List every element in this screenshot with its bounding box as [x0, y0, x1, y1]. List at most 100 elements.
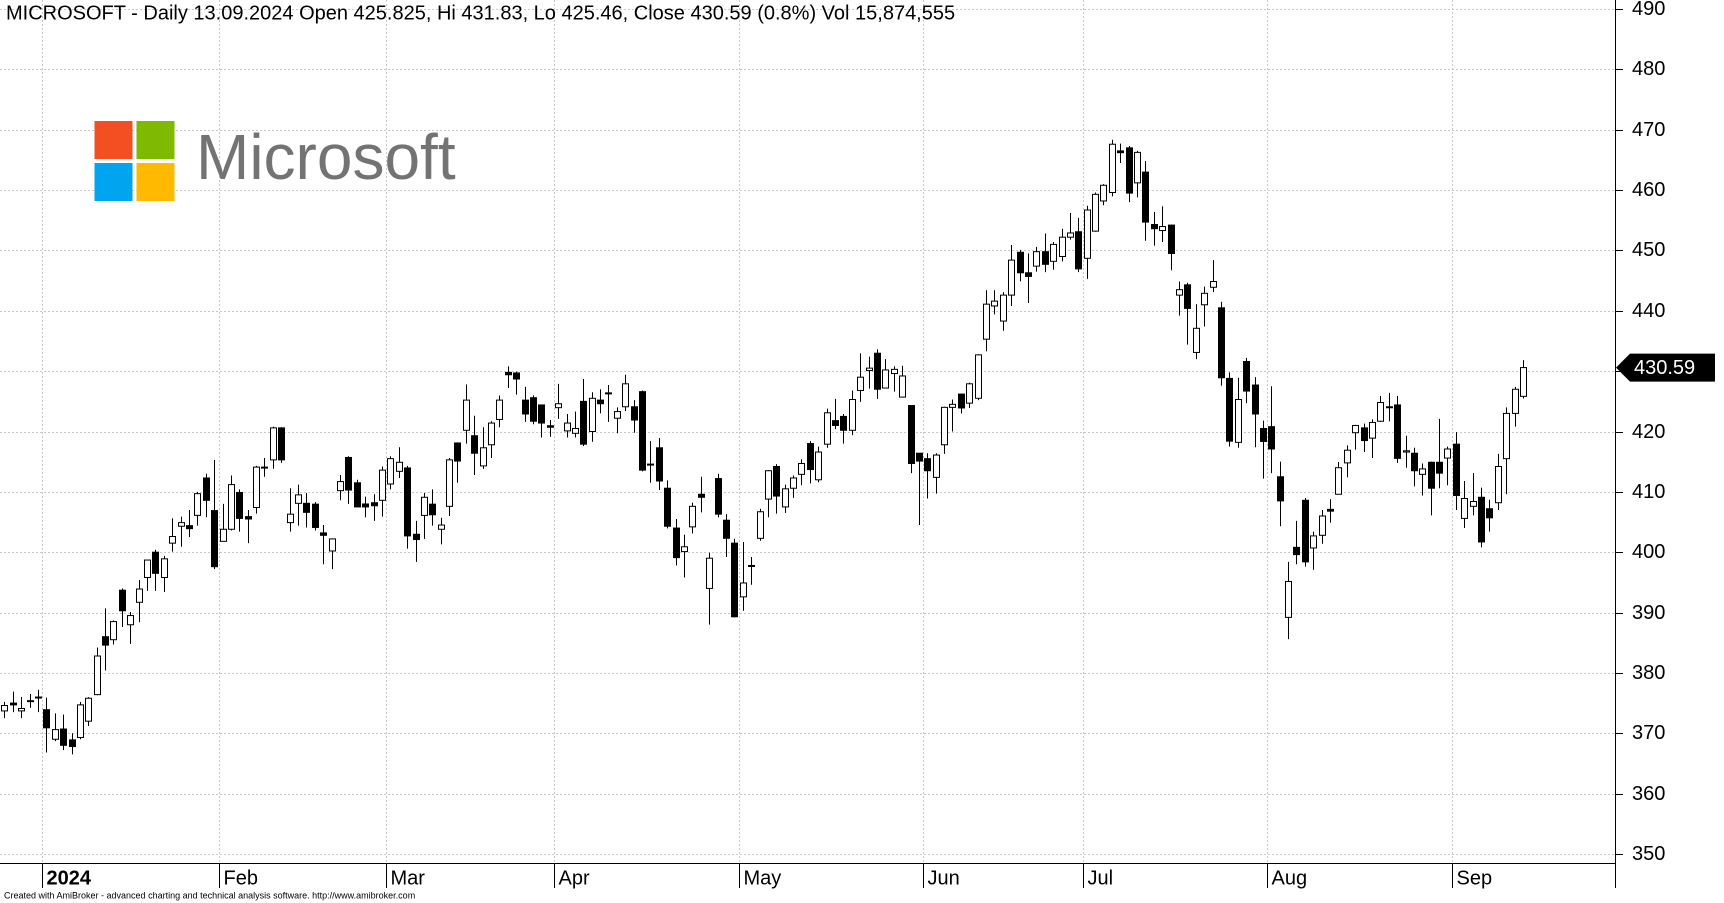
candle-body — [949, 403, 956, 408]
candle-body — [1092, 193, 1099, 232]
candle-body — [1210, 281, 1217, 288]
candle-body — [1126, 147, 1133, 194]
candle-body — [413, 533, 420, 541]
logo-square — [94, 163, 133, 201]
candle-body — [1520, 367, 1527, 397]
candle-body — [614, 411, 621, 419]
candle-body — [1411, 452, 1418, 472]
candle-body — [1008, 259, 1015, 296]
candle-body — [194, 493, 201, 516]
candle-body — [832, 420, 839, 426]
logo-square — [94, 121, 133, 159]
candle-body — [1159, 226, 1166, 232]
candle-body — [152, 551, 159, 574]
candle-body — [220, 528, 227, 542]
candle-body — [538, 404, 545, 424]
last-price-marker — [1616, 353, 1715, 382]
candle-body — [144, 559, 151, 579]
candle-body — [354, 482, 361, 508]
candle-body — [1100, 184, 1107, 202]
candle-body — [1377, 402, 1384, 422]
y-tick-label: 460 — [1632, 179, 1665, 201]
candle-body — [1201, 292, 1208, 306]
candle-body — [10, 702, 17, 706]
candle-body — [647, 463, 654, 466]
candle-body — [1226, 377, 1233, 442]
y-tick-label: 380 — [1632, 662, 1665, 684]
candle-body — [908, 405, 915, 464]
x-tick-label: Apr — [559, 867, 590, 889]
logo-square — [136, 163, 175, 201]
candle-body — [1470, 501, 1477, 507]
y-tick-label: 410 — [1632, 481, 1665, 503]
candle-body — [731, 542, 738, 618]
candle-body — [52, 729, 59, 740]
candle-body — [1453, 443, 1460, 496]
candle-body — [1142, 171, 1149, 223]
candle-body — [228, 484, 235, 530]
candle-body — [60, 728, 67, 746]
candle-body — [1503, 412, 1510, 460]
candle-body — [983, 303, 990, 340]
candle-body — [891, 368, 898, 375]
candle-body — [899, 375, 906, 398]
x-tick-label: Jun — [928, 867, 960, 889]
candle-body — [312, 503, 319, 528]
candle-body — [119, 589, 126, 612]
candle-body — [1344, 449, 1351, 464]
candle-body — [1235, 399, 1242, 443]
candle-body — [798, 462, 805, 475]
candle-body — [1017, 251, 1024, 274]
candle-body — [136, 588, 143, 603]
candle-body — [1478, 496, 1485, 543]
candle-body — [438, 524, 445, 530]
candle-body — [27, 700, 34, 703]
candle-body — [110, 621, 117, 641]
candle-body — [102, 636, 109, 646]
candle-body — [303, 502, 310, 513]
candle-body — [1050, 243, 1057, 262]
y-tick-label: 390 — [1632, 602, 1665, 624]
candle-body — [1059, 236, 1066, 257]
candle-body — [941, 406, 948, 446]
candle-body — [505, 371, 512, 376]
candle-body — [1512, 388, 1519, 414]
candle-body — [1444, 448, 1451, 459]
candle-body — [782, 488, 789, 508]
candle-body — [69, 739, 76, 748]
candle-body — [958, 393, 965, 409]
candle-body — [564, 422, 571, 432]
candle-body — [555, 403, 562, 409]
candle-body — [1243, 360, 1250, 392]
candle-body — [622, 383, 629, 408]
candle-body — [1327, 508, 1334, 512]
candle-body — [1084, 209, 1091, 259]
candle-body — [824, 412, 831, 445]
candle-body — [1260, 427, 1267, 442]
candle-body — [698, 493, 705, 498]
candle-body — [815, 451, 822, 481]
candle-body — [857, 376, 864, 391]
candle-body — [681, 546, 688, 553]
candle-body — [287, 513, 294, 524]
candle-body — [261, 466, 268, 469]
candle-body — [94, 655, 101, 696]
candle-body — [320, 532, 327, 536]
x-tick-label: 2024 — [47, 867, 92, 889]
x-tick-label: Aug — [1272, 867, 1308, 889]
candle-body — [345, 456, 352, 491]
candle-body — [1176, 289, 1183, 296]
candle-body — [329, 538, 336, 552]
candle-body — [790, 477, 797, 489]
logo: Microsoft — [94, 121, 456, 201]
candle-body — [882, 369, 889, 389]
candle-body — [1436, 461, 1443, 474]
candle-body — [421, 496, 428, 516]
candle-body — [866, 367, 873, 372]
candle-body — [1419, 468, 1426, 475]
candle-body — [1369, 421, 1376, 439]
candle-body — [639, 391, 646, 471]
candle-body — [706, 557, 713, 589]
candle-body — [664, 487, 671, 527]
